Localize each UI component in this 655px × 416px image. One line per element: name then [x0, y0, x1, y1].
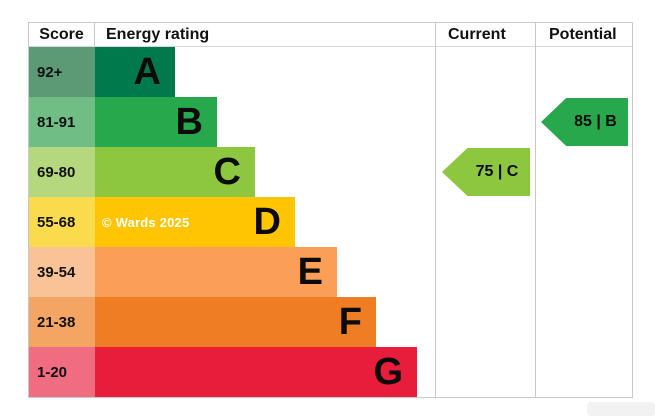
band-bar: A: [95, 47, 175, 97]
potential-rating-label: 85 | B: [574, 113, 617, 130]
band-letter: B: [175, 101, 203, 143]
band-letter: A: [133, 51, 161, 93]
header-current: Current: [448, 26, 506, 43]
header-energy-rating: Energy rating: [106, 26, 210, 43]
cutoff-corner-element: [587, 402, 655, 416]
band-letter: G: [373, 351, 403, 393]
band-bar: G: [95, 347, 417, 397]
band-score-label: 92+: [29, 47, 95, 97]
current-column-divider: [435, 23, 436, 397]
band-letter: F: [338, 301, 362, 343]
table-header: Score Energy rating Current Potential: [29, 23, 632, 47]
header-score: Score: [29, 23, 95, 46]
band-letter: C: [213, 151, 241, 193]
band-rows: 92+ A 81-91 B 69-80 C 55-68 D: [29, 47, 632, 397]
band-row: 92+ A: [29, 47, 632, 97]
header-potential: Potential: [549, 26, 617, 43]
band-score-label: 81-91: [29, 97, 95, 147]
band-bar: C: [95, 147, 255, 197]
band-row: 81-91 B: [29, 97, 632, 147]
potential-column-divider: [535, 23, 536, 397]
band-bar: D: [95, 197, 295, 247]
watermark: © Wards 2025: [102, 214, 190, 230]
band-row: 39-54 E: [29, 247, 632, 297]
band-score-label: 39-54: [29, 247, 95, 297]
band-bar: E: [95, 247, 337, 297]
band-letter: E: [297, 251, 323, 293]
band-row: 55-68 D: [29, 197, 632, 247]
band-bar: B: [95, 97, 217, 147]
band-letter: D: [253, 201, 281, 243]
band-row: 69-80 C: [29, 147, 632, 197]
band-score-label: 21-38: [29, 297, 95, 347]
band-row: 1-20 G: [29, 347, 632, 397]
band-row: 21-38 F: [29, 297, 632, 347]
band-score-label: 1-20: [29, 347, 95, 397]
band-bar: F: [95, 297, 376, 347]
band-score-label: 55-68: [29, 197, 95, 247]
epc-table: Score Energy rating Current Potential 92…: [28, 22, 633, 398]
current-rating-label: 75 | C: [475, 163, 519, 180]
band-score-label: 69-80: [29, 147, 95, 197]
